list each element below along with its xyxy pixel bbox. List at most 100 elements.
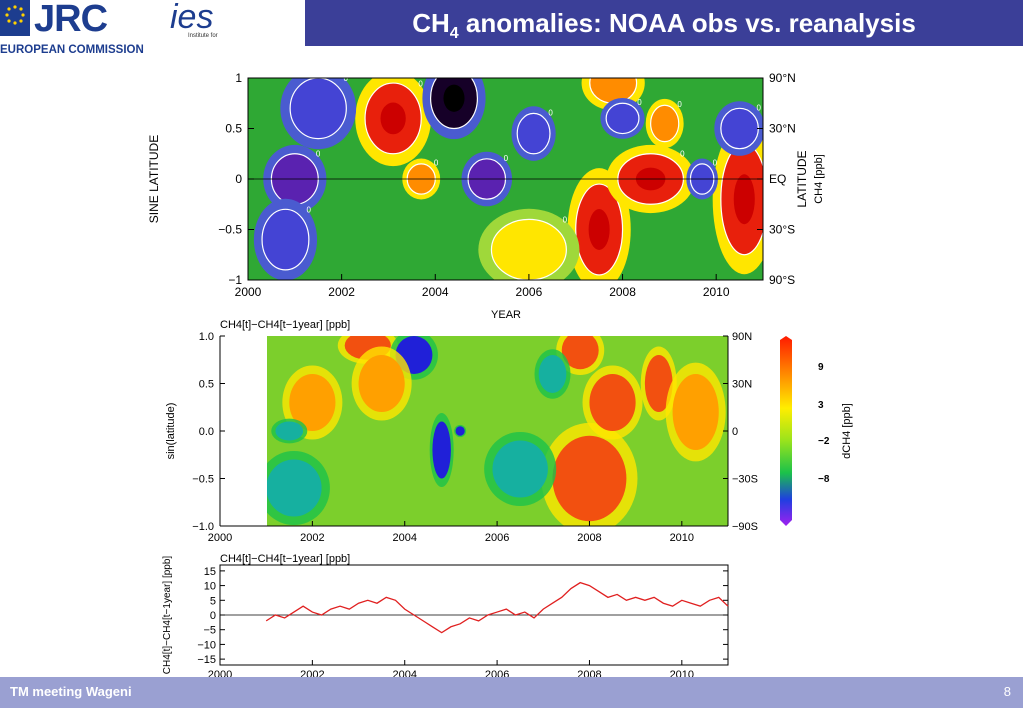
obs-latitude-tick-label: 0: [732, 426, 738, 438]
anomaly-region: [538, 355, 567, 393]
line-y-tick-label: −5: [203, 625, 216, 637]
model-anomaly-chart: 00000000000000000 10.50−0.5−120002002200…: [147, 71, 825, 320]
obs-latitude-tick-label: −90S: [732, 521, 758, 533]
line-y-tick-label: 15: [204, 566, 216, 578]
contour-label: 0: [677, 100, 682, 109]
obs-x-tick-label: 2004: [392, 532, 416, 544]
obs-y-tick-label: 1.0: [199, 331, 214, 343]
ies-subtitle: Institute for: [188, 33, 218, 39]
anomaly-region: [455, 426, 465, 436]
contour-core: [588, 209, 610, 250]
colorbar-tick-label: 3: [818, 400, 824, 411]
contour-core: [733, 174, 755, 225]
ies-logo-icon: ies: [170, 0, 250, 39]
mean-anomaly-line-chart: CH4[t]−CH4[t−1year] [ppb] 15 10 5 0 −5 −10 −15…: [162, 553, 729, 678]
colorbar-tick-label: −8: [818, 474, 830, 485]
obs-y-tick-label: −1.0: [192, 521, 214, 533]
obs-x-tick-label: 2002: [300, 532, 324, 544]
colorbar-tick-label: −2: [818, 436, 830, 447]
model-latitude-tick-label: 30°S: [769, 223, 795, 237]
obs-latitude-tick-label: 90N: [732, 331, 752, 343]
model-x-tick-label: 2006: [516, 285, 543, 299]
contour-label: 0: [418, 80, 423, 89]
obs-anomaly-chart: CH4[t]−CH4[t−1year] [ppb] 1.0 0.5 0.0 −0.5 −…: [165, 319, 853, 544]
model-x-tick-label: 2010: [703, 285, 730, 299]
model-latitude-tick-label: 90°S: [769, 273, 795, 287]
obs-y-label: sin(latitude): [165, 403, 177, 460]
obs-y-tick-label: −0.5: [192, 474, 214, 486]
obs-x-tick-label: 2000: [208, 532, 232, 544]
model-x-tick-label: 2008: [609, 285, 636, 299]
title-rest: anomalies: NOAA obs vs. reanalysis: [458, 8, 916, 38]
slide-title: CH4 anomalies: NOAA obs vs. reanalysis: [305, 0, 1023, 46]
obs-y-tick-label: 0.0: [199, 426, 214, 438]
contour-label: 0: [307, 205, 312, 214]
model-y-tick-label: −1: [228, 273, 242, 287]
anomaly-region: [589, 374, 636, 431]
contour-region: [289, 78, 347, 140]
contour-region: [490, 218, 567, 280]
contour-label: 0: [680, 149, 685, 158]
contour-label: 0: [756, 103, 761, 112]
obs-latitude-tick-label: 30N: [732, 379, 752, 391]
footer-text: TM meeting Wageni: [10, 684, 132, 699]
contour-label: 0: [316, 149, 321, 158]
anomaly-region: [552, 435, 627, 522]
model-latitude-tick-label: 30°N: [769, 122, 796, 136]
contour-region: [589, 78, 638, 104]
line-y-tick-label: 10: [204, 581, 216, 593]
svg-text:ies: ies: [170, 0, 213, 34]
colorbar: [780, 336, 792, 526]
title-ch: CH: [412, 8, 450, 38]
line-x-tick-label: 2010: [670, 669, 694, 678]
line-y-label: CH4[t]−CH4[t−1year] [ppb]: [162, 556, 173, 675]
obs-x-tick-label: 2008: [577, 532, 601, 544]
model-y-label: SINE LATITUDE: [147, 135, 161, 223]
model-x-tick-label: 2004: [422, 285, 449, 299]
contour-region: [720, 107, 759, 150]
anomaly-region: [275, 421, 304, 441]
contour-label: 0: [713, 158, 718, 167]
footer-bar: [0, 677, 1023, 708]
model-y-tick-label: 0: [235, 172, 242, 186]
model-x-tick-label: 2002: [328, 285, 355, 299]
line-y-tick-label: −10: [197, 639, 216, 651]
eu-flag-icon: [0, 0, 30, 36]
series-line: [265, 581, 729, 634]
colorbar-label: dCH4 [ppb]: [841, 403, 853, 459]
contour-label: 0: [765, 142, 770, 151]
jrc-logo-text: JRC: [34, 0, 108, 40]
line-x-tick-label: 2008: [577, 669, 601, 678]
anomaly-region: [561, 336, 599, 370]
line-x-tick-label: 2000: [208, 669, 232, 678]
contour-label: 0: [434, 158, 439, 167]
contour-region: [605, 102, 640, 135]
contour-region: [516, 112, 551, 155]
model-y-tick-label: −0.5: [218, 223, 242, 237]
obs-chart-title: CH4[t]−CH4[t−1year] [ppb]: [220, 319, 350, 331]
contour-label: 0: [637, 98, 642, 107]
contour-core: [443, 84, 465, 112]
line-x-tick-label: 2004: [392, 669, 416, 678]
line-y-tick-label: −15: [197, 654, 216, 666]
anomaly-region: [432, 421, 451, 479]
anomaly-region: [358, 355, 405, 412]
anomaly-region: [672, 374, 719, 450]
obs-x-tick-label: 2010: [670, 532, 694, 544]
contour-core: [380, 102, 406, 135]
line-y-tick-label: 0: [210, 610, 216, 622]
line-chart-title: CH4[t]−CH4[t−1year] [ppb]: [220, 553, 350, 565]
anomaly-region: [644, 355, 673, 412]
contour-label: 0: [504, 154, 509, 163]
model-latitude-tick-label: 90°N: [769, 71, 796, 85]
obs-y-tick-label: 0.5: [199, 379, 214, 391]
model-x-tick-label: 2000: [235, 285, 262, 299]
obs-x-tick-label: 2006: [485, 532, 509, 544]
model-latitude-tick-label: EQ: [769, 172, 786, 186]
contour-region: [650, 104, 680, 143]
anomaly-region: [267, 459, 322, 517]
line-x-tick-label: 2006: [485, 669, 509, 678]
anomaly-region: [289, 374, 336, 431]
contour-label: 0: [344, 74, 349, 83]
model-latitude-label: LATITUDE: [795, 150, 809, 207]
